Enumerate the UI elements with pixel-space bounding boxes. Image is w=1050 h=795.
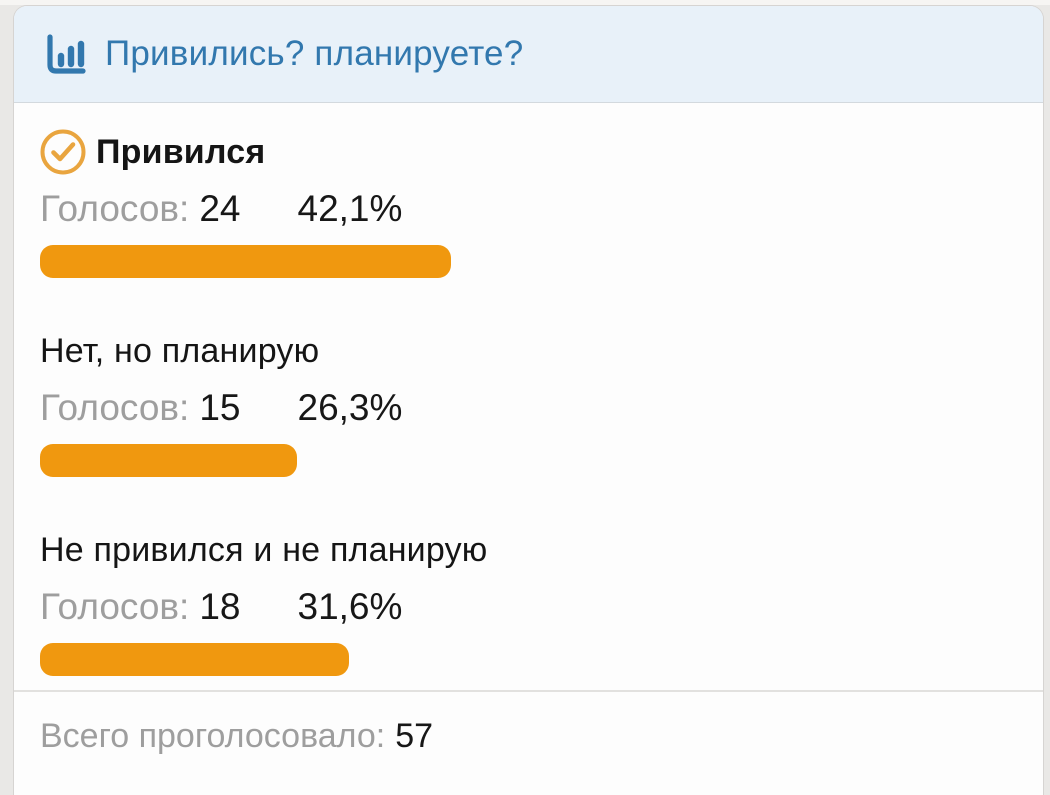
option-label: Привился (96, 133, 266, 171)
votes-label: Голосов: (40, 586, 190, 627)
poll-option: Нет, но планирую Голосов: 15 26,3% (40, 328, 1017, 477)
option-label-row: Нет, но планирую (40, 328, 1017, 374)
votes-count: 18 (199, 586, 241, 627)
total-votes-count: 57 (395, 717, 434, 755)
poll-results: Привился Голосов: 24 42,1% Нет, но планиру… (14, 103, 1043, 690)
option-label-row: Не привился и не планирую (40, 527, 1017, 573)
votes-label: Голосов: (40, 188, 190, 229)
votes-label: Голосов: (40, 387, 190, 428)
votes-count: 24 (199, 188, 241, 229)
poll-option: Не привился и не планирую Голосов: 18 31,6… (40, 527, 1017, 676)
total-votes-label: Всего проголосовало: (40, 717, 386, 755)
votes-percent: 42,1% (297, 188, 403, 229)
bar-chart-icon (47, 34, 86, 74)
poll-option: Привился Голосов: 24 42,1% (40, 129, 1017, 278)
vote-line: Голосов: 18 31,6% (40, 585, 1017, 629)
result-bar (40, 643, 349, 676)
option-label: Не привился и не планирую (40, 531, 488, 569)
votes-count: 15 (199, 387, 241, 428)
vote-line: Голосов: 15 26,3% (40, 386, 1017, 430)
result-bar (40, 245, 452, 278)
option-label-row: Привился (40, 129, 1017, 175)
vote-line: Голосов: 24 42,1% (40, 187, 1017, 231)
result-bar (40, 444, 297, 477)
option-label: Нет, но планирую (40, 332, 320, 370)
poll-header: Привились? планируете? (14, 6, 1043, 103)
check-circle-icon (40, 129, 86, 175)
votes-percent: 31,6% (297, 586, 403, 627)
poll-footer: Всего проголосовало: 57 (14, 690, 1043, 795)
page-background-strip (0, 0, 1050, 5)
poll-title: Привились? планируете? (105, 34, 524, 73)
votes-percent: 26,3% (297, 387, 403, 428)
poll-card: Привились? планируете? Привился Голосов:… (13, 5, 1044, 795)
